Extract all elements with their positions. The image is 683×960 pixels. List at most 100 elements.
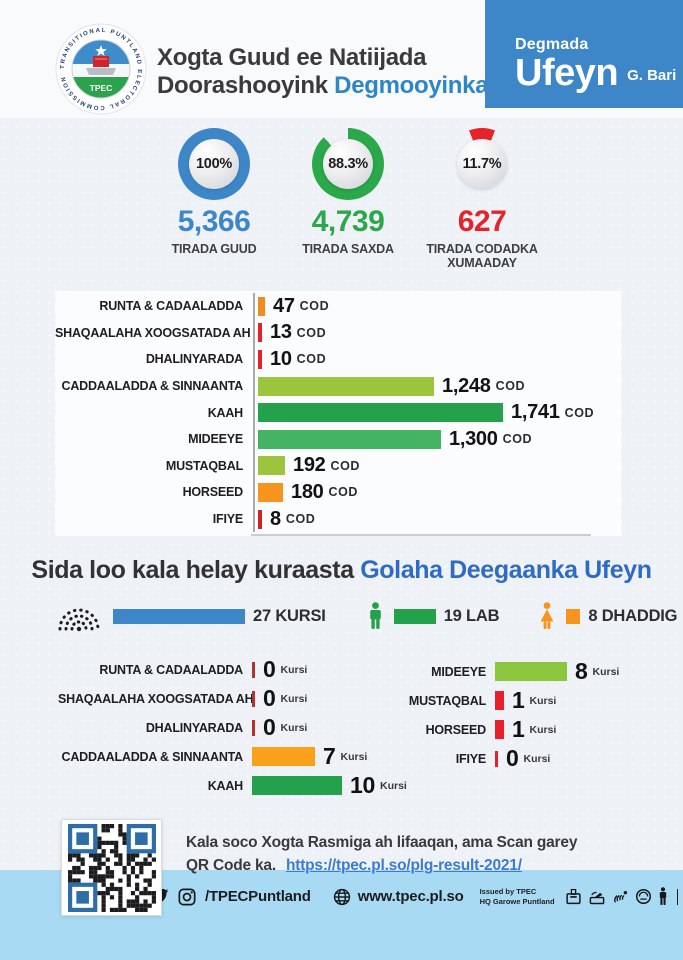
ballot-box-red: [93, 56, 109, 67]
district-name: Ufeyn: [515, 52, 619, 94]
vote-count: 8: [270, 507, 281, 530]
tpec-logo: TRANSITIONAL PUNTLAND ELECTORAL COMMISSI…: [55, 23, 147, 115]
party-label: KAAH: [207, 778, 244, 793]
party-label: KAAH: [207, 405, 244, 420]
seat-bar: [495, 691, 504, 710]
summary-donut: 11.7% 627 TIRADA CODADKA XUMAADAY: [416, 128, 548, 271]
seat-bar: [252, 747, 315, 766]
parliament-icon: [56, 600, 102, 632]
donut-percent: 88.3%: [328, 156, 368, 172]
donut-ring: 11.7%: [446, 128, 518, 200]
party-label: IFIYE: [455, 751, 486, 766]
donut-value: 627: [457, 205, 507, 238]
qr-code: [61, 819, 162, 916]
seats-title-accent: Golaha Deegaanka Ufeyn: [360, 556, 652, 584]
vote-bar: [258, 429, 441, 449]
vote-row: SHAQAALAHA XOOGSATADA AH 13 COD: [55, 319, 621, 347]
party-label: MIDEEYE: [431, 664, 486, 679]
party-label: MUSTAQBAL: [165, 458, 243, 473]
male-figure-icon: [659, 887, 666, 905]
seat-bar: [495, 750, 498, 767]
seat-unit: Kursi: [529, 694, 557, 707]
vote-row: MIDEEYE 1,300 COD: [55, 425, 621, 453]
vote-count: 1,741: [511, 401, 560, 424]
footer-note: Kala soco Xogta Rasmiga ah lifaaqan, ama…: [186, 831, 577, 878]
seat-bar: [252, 690, 255, 707]
vote-count: 13: [270, 321, 292, 344]
issued-line2: HQ Garowe Puntland: [479, 896, 555, 906]
donut-label: TIRADA CODADKA XUMAADAY: [426, 242, 538, 271]
vote-bar-area: 1,248 COD: [253, 372, 621, 400]
donut-value: 5,366: [177, 205, 251, 238]
footer-social-row: /TPECPuntland www.tpec.pl.so Issued by T…: [128, 887, 683, 906]
star-icon: [95, 45, 107, 56]
donut-ring: 88.3%: [312, 128, 384, 200]
vote-bar-area: 1,741 COD: [253, 399, 621, 426]
legend-bar-male: [393, 608, 436, 624]
donut-percent: 100%: [196, 156, 232, 172]
vote-bar-area: 13 COD: [253, 319, 621, 347]
donut-sphere: 100%: [189, 139, 239, 189]
vote-row: RUNTA & CADAALADDA 47 COD: [55, 293, 621, 320]
seat-bar: [252, 661, 255, 678]
seat-row: DHALINYARADA 0 Kursi: [58, 713, 390, 742]
donut-percent: 11.7%: [462, 156, 502, 172]
icon-divider: [676, 888, 678, 905]
district-box: Degmada Ufeyn G. Bari: [485, 0, 683, 108]
district-region: G. Bari: [627, 67, 677, 84]
vote-row: KAAH 1,741 COD: [55, 399, 621, 426]
vote-hand-icon: [589, 891, 604, 905]
legend-item-0: 27 KURSI: [56, 600, 326, 632]
vote-row: IFIYE 8 COD: [55, 505, 621, 533]
vote-count: 10: [270, 347, 292, 370]
vote-bar-area: 47 COD: [253, 293, 621, 320]
donut-label: TIRADA SAXDA: [302, 242, 394, 256]
seat-count: 8: [575, 658, 588, 684]
donut-sphere: 11.7%: [457, 139, 507, 189]
sign-language-icon: [613, 890, 627, 903]
seat-unit: Kursi: [280, 692, 308, 705]
summary-donut: 88.3% 4,739 TIRADA SAXDA: [282, 128, 414, 271]
party-label: CADDAALADDA & SINNAANTA: [61, 749, 244, 764]
legend-label-total: 27 KURSI: [253, 606, 326, 625]
seat-row: MIDEEYE 8 Kursi: [390, 657, 678, 686]
vote-unit: COD: [495, 379, 526, 394]
vote-bar-area: 1,300 COD: [253, 425, 621, 453]
vote-bar: [258, 456, 285, 476]
donut-value: 4,739: [311, 205, 385, 238]
party-label: MUSTAQBAL: [408, 693, 486, 708]
footer-note-line2: QR Code ka. https://tpec.pl.so/plg-result…: [186, 854, 577, 877]
party-label: CADDAALADDA & SINNAANTA: [61, 379, 244, 394]
seat-count: 10: [350, 772, 375, 798]
legend-item-2: 8 DHADDIG: [539, 602, 678, 630]
vote-row: MUSTAQBAL 192 COD: [55, 452, 621, 480]
vote-unit: COD: [296, 352, 327, 367]
footer-mini-icons: [565, 887, 683, 906]
vote-row: DHALINYARADA 10 COD: [55, 346, 621, 373]
legend-label-male: 19 LAB: [443, 606, 500, 625]
vote-count: 192: [293, 454, 326, 477]
vote-bar: [258, 323, 262, 343]
party-label: MIDEEYE: [188, 432, 243, 447]
seats-section-title: Sida loo kala helay kuraasta Golaha Deeg…: [0, 556, 683, 585]
seat-unit: Kursi: [592, 665, 620, 678]
vote-bar: [258, 296, 265, 316]
votes-bar-chart: RUNTA & CADAALADDA 47 COD SHAQAALAHA XOO…: [55, 291, 621, 537]
party-label: RUNTA & CADAALADDA: [99, 299, 243, 314]
seats-title-main: Sida loo kala helay kuraasta: [31, 556, 354, 584]
donuts-row: 100% 5,366 TIRADA GUUD 88.3% 4,739 TIRAD…: [148, 128, 548, 271]
seat-bar: [252, 719, 255, 736]
seat-unit: Kursi: [280, 721, 308, 734]
globe-icon: [333, 888, 351, 906]
vote-count: 1,248: [442, 374, 491, 397]
result-link[interactable]: https://tpec.pl.so/plg-result-2021/: [285, 857, 522, 875]
vote-bar: [258, 509, 262, 529]
footer-note-line2-text: QR Code ka.: [186, 857, 276, 875]
party-label: SHAQAALAHA XOOGSATADA AH: [55, 325, 251, 340]
summary-donut: 100% 5,366 TIRADA GUUD: [148, 128, 280, 271]
party-label: DHALINYARADA: [145, 352, 243, 367]
party-label: HORSEED: [182, 485, 244, 500]
vote-bar: [258, 349, 262, 369]
vote-count: 1,300: [449, 427, 498, 450]
seat-unit: Kursi: [523, 752, 551, 765]
